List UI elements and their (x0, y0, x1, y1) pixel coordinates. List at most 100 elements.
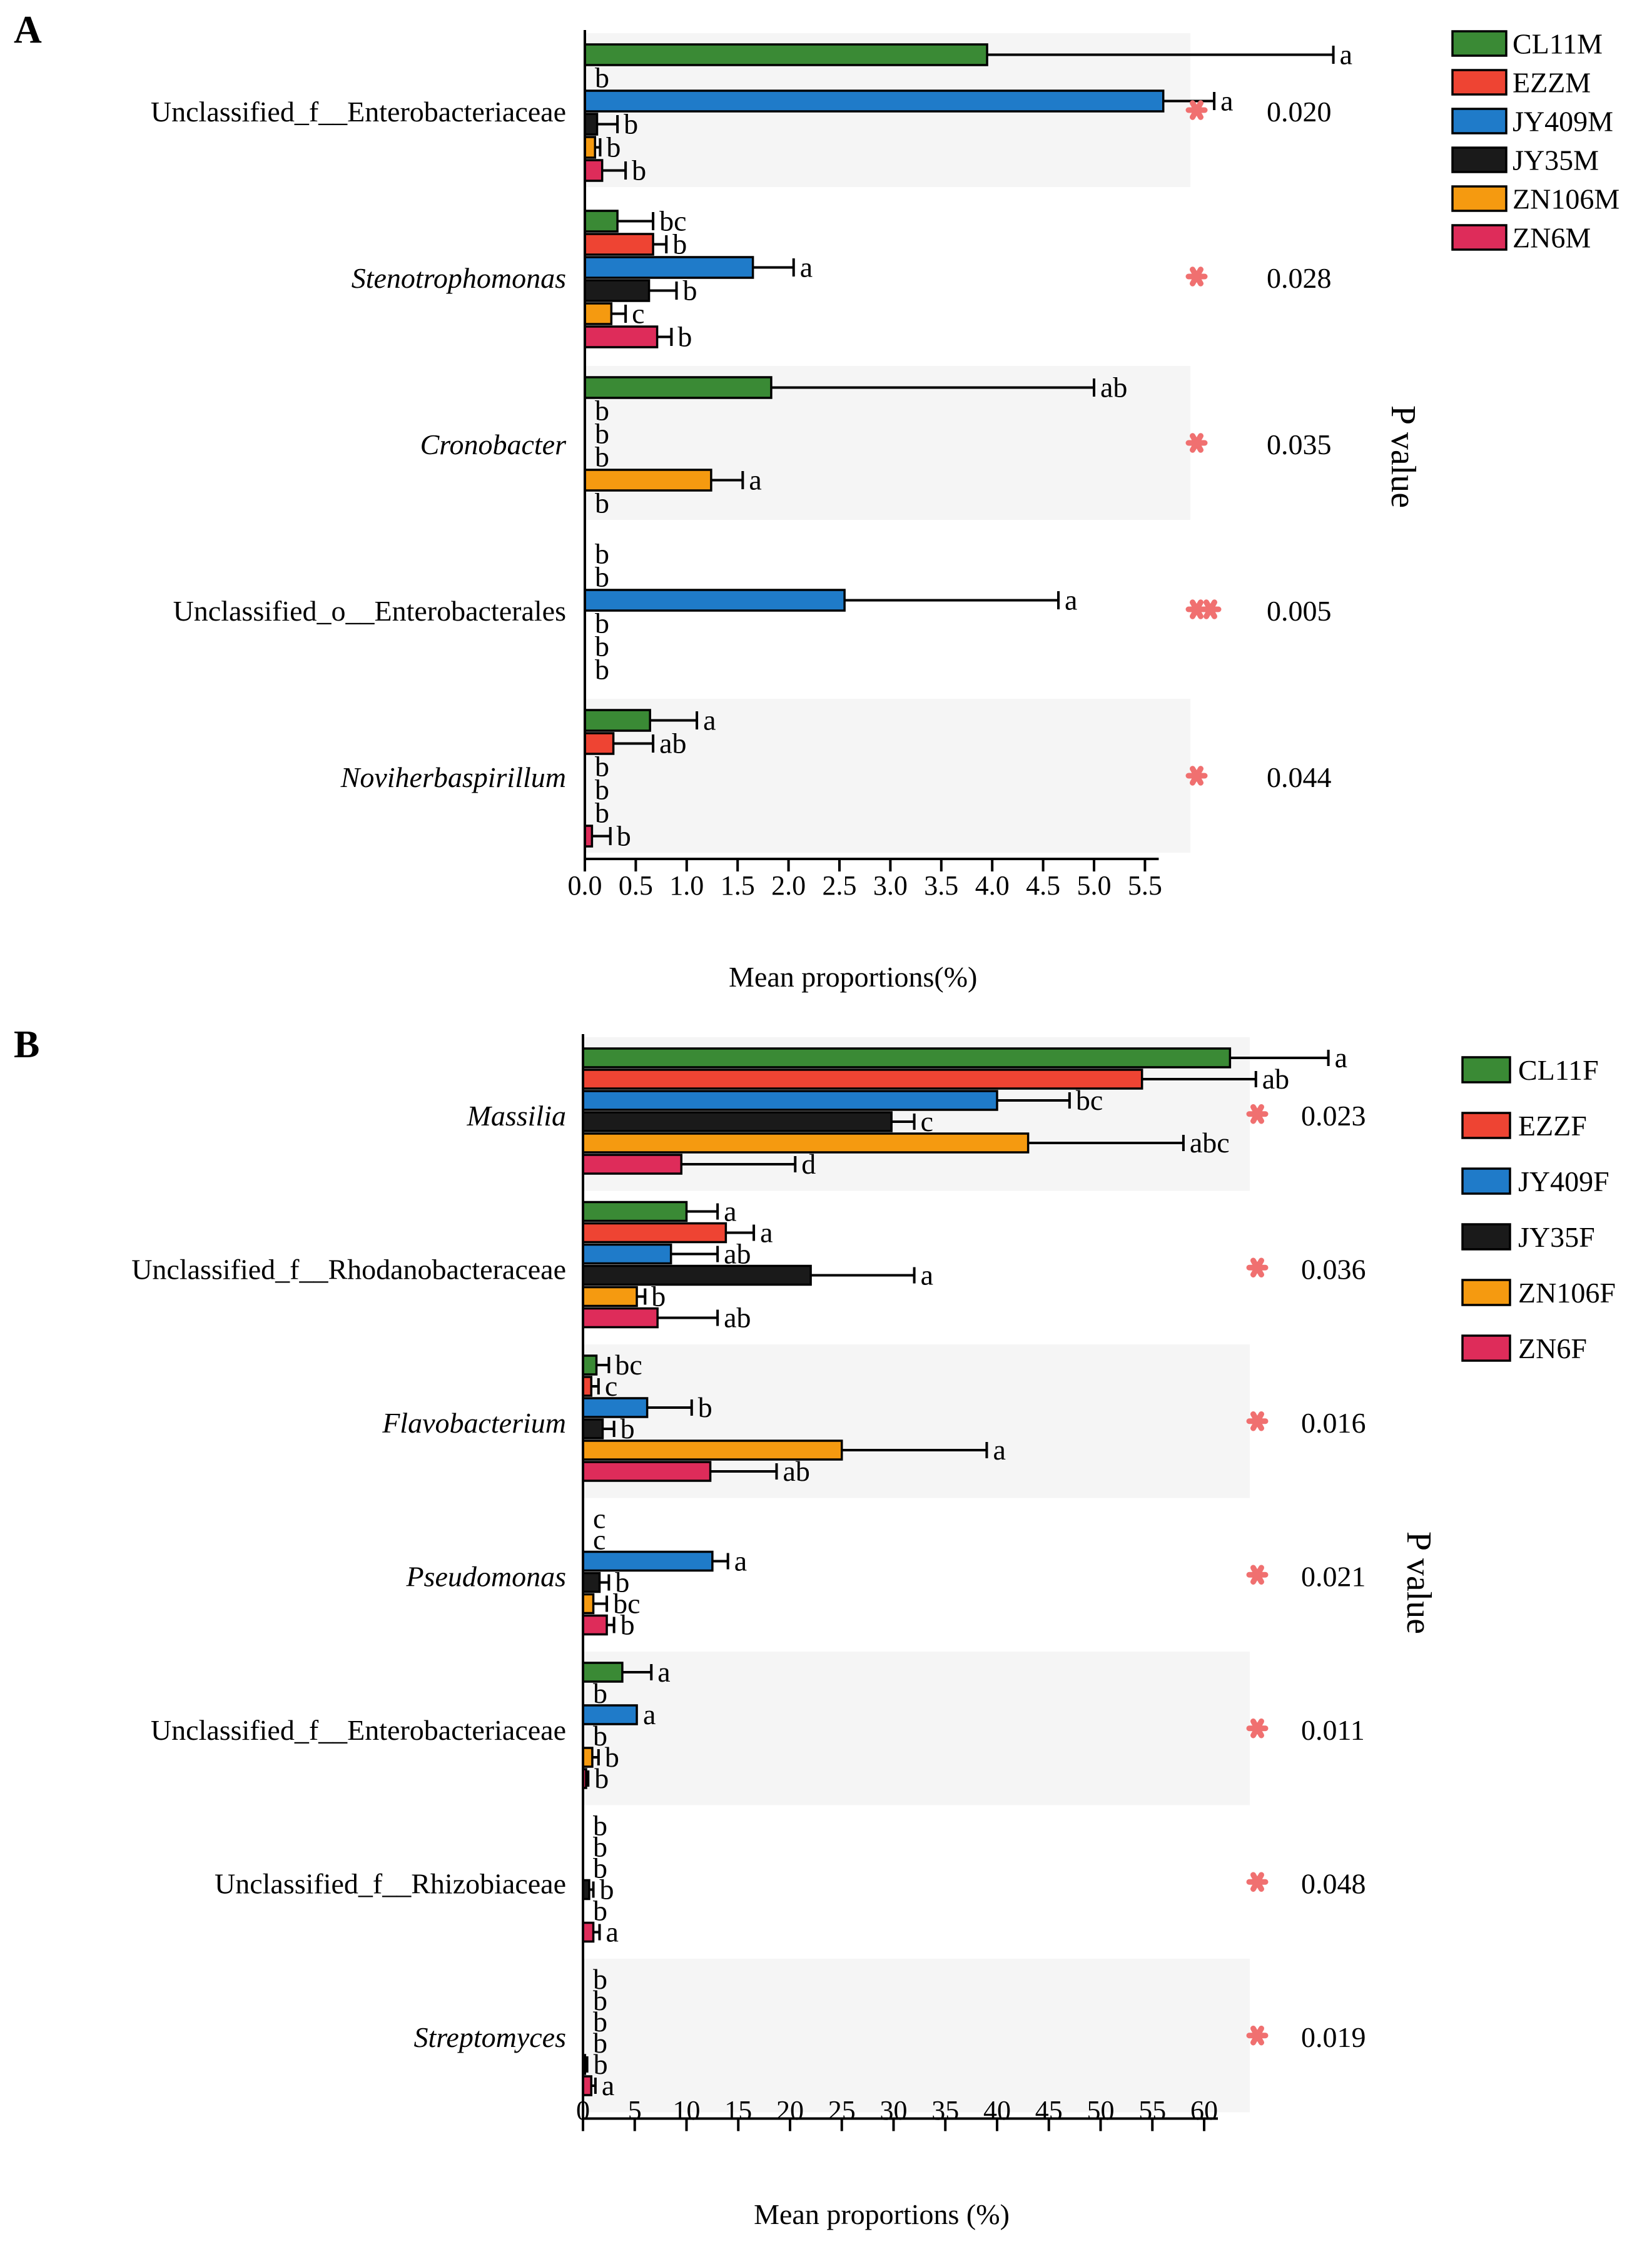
x-axis-label: Mean proportions (%) (754, 2198, 1010, 2230)
legend-label: ZN106M (1513, 183, 1619, 215)
bar (584, 256, 754, 279)
x-tick-label: 5.5 (1128, 870, 1162, 901)
significance-letter: b (621, 1609, 635, 1641)
significance-letter: a (643, 1698, 656, 1730)
legend-swatch (1451, 30, 1508, 57)
p-value: 0.048 (1301, 1867, 1366, 1899)
bar (582, 1571, 601, 1593)
category-label: Unclassified_f__Enterobacteriaceae (151, 1714, 566, 1746)
significance-letter: c (921, 1105, 933, 1137)
significance-letter: b (651, 1281, 666, 1312)
legend-swatch (1461, 1112, 1511, 1139)
x-tick-label: 1.0 (669, 870, 704, 901)
significance-star-icon (1185, 433, 1208, 453)
significance-letter: b (593, 1963, 607, 1995)
significance-letter: b (698, 1391, 712, 1423)
legend-label: CL11M (1513, 28, 1603, 60)
bar (582, 1243, 672, 1265)
significance-letter: c (632, 298, 644, 330)
bar (584, 113, 599, 136)
legend-swatch (1461, 1167, 1511, 1195)
significance-letter: b (595, 538, 609, 570)
significance-star-icon (1246, 1872, 1269, 1892)
bar (582, 1418, 604, 1439)
x-tick-label: 2.5 (823, 870, 857, 901)
legend-swatch (1461, 1223, 1511, 1251)
significance-letter: b (593, 1895, 607, 1927)
p-value: 0.023 (1301, 1100, 1366, 1132)
bar (582, 1704, 638, 1725)
significance-letter: b (595, 561, 609, 593)
category-group: Unclassified_f__Enterobacteriaceaeababbb… (151, 1652, 1365, 1805)
significance-letter: a (724, 1196, 736, 1227)
significance-letter: b (594, 2048, 608, 2080)
significance-letter: b (593, 1852, 607, 1884)
x-tick-label: 1.5 (721, 870, 755, 901)
legend-swatch (1451, 224, 1508, 251)
legend-label: EZZM (1513, 67, 1591, 99)
significance-letter: a (760, 1217, 773, 1249)
category-label: Stenotrophomonas (352, 262, 566, 294)
p-value: 0.019 (1301, 2021, 1366, 2053)
bar (582, 1307, 659, 1329)
legend-label: ZN6M (1513, 222, 1591, 254)
x-tick-label: 20 (776, 2095, 804, 2126)
bar (582, 1069, 1143, 1090)
category-band (583, 1652, 1250, 1805)
significance-letter: b (595, 418, 609, 450)
legend-swatch (1451, 185, 1508, 212)
significance-letter: a (749, 464, 761, 496)
significance-letter: a (1340, 39, 1352, 71)
legend: CL11F EZZF JY409F JY35F ZN106F ZN6F (1461, 1054, 1616, 1364)
category-group: Unclassified_f__Rhodanobacteraceaeaaabab… (131, 1196, 1366, 1334)
significance-letter: b (595, 395, 609, 427)
bar (582, 1111, 893, 1132)
x-tick-label: 5 (628, 2095, 642, 2126)
x-tick-label: 3.5 (924, 870, 958, 901)
p-value-axis-label: P value (1384, 405, 1422, 508)
x-tick-label: 0 (576, 2095, 590, 2126)
bar (582, 1921, 595, 1943)
x-tick-label: 40 (983, 2095, 1011, 2126)
bar (582, 1201, 688, 1222)
bar (582, 1090, 998, 1111)
significance-letter: b (595, 441, 609, 473)
significance-letter: a (1065, 584, 1077, 616)
significance-star-icon (1246, 1257, 1269, 1278)
x-tick-label: 0.0 (568, 870, 602, 901)
p-value: 0.035 (1267, 429, 1332, 460)
significance-letter: a (734, 1545, 747, 1577)
bar (584, 302, 613, 325)
x-tick-label: 2.0 (771, 870, 806, 901)
category-label: Unclassified_o__Enterobacterales (173, 595, 566, 627)
significance-letter: b (593, 1831, 607, 1863)
x-tick-label: 60 (1190, 2095, 1218, 2126)
x-tick-label: 0.5 (619, 870, 653, 901)
significance-letter: b (593, 2006, 607, 2038)
significance-letter: b (595, 631, 609, 663)
significance-letter: ab (659, 728, 686, 759)
legend-label: JY35F (1518, 1221, 1595, 1253)
bar (582, 1154, 682, 1175)
p-value: 0.011 (1301, 1714, 1365, 1746)
significance-star-icon (1246, 1411, 1269, 1431)
significance-letter: a (921, 1259, 933, 1291)
p-value: 0.044 (1267, 761, 1332, 793)
significance-letter: b (595, 797, 609, 829)
category-label: Cronobacter (420, 429, 567, 460)
p-value: 0.020 (1267, 96, 1332, 128)
bar (584, 233, 654, 256)
significance-letter: bc (1076, 1084, 1103, 1116)
bar (584, 589, 846, 612)
bar (582, 1354, 598, 1376)
significance-letter: b (595, 607, 609, 639)
legend: CL11M EZZM JY409M JY35M ZN106M ZN6M (1451, 28, 1619, 254)
significance-letter: ab (783, 1455, 809, 1487)
p-value: 0.021 (1301, 1560, 1366, 1592)
bar (582, 1614, 608, 1636)
p-value: 0.005 (1267, 595, 1332, 627)
